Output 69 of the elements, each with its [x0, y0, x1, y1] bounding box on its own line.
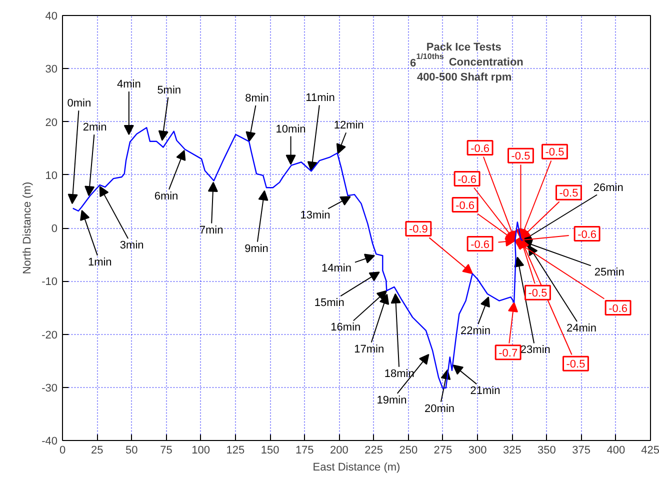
annotation: -0.5: [545, 146, 564, 159]
annotation: 11min: [306, 92, 335, 104]
annotation: -0.5: [511, 150, 530, 163]
y-tick-label: 20: [45, 116, 58, 129]
annotation: 22min: [460, 325, 490, 338]
annotation: 8min: [245, 92, 269, 104]
annotation: 26min: [593, 182, 624, 194]
annotation: 15min: [314, 297, 344, 310]
y-tick-label: -20: [42, 329, 58, 342]
x-tick-label: 225: [364, 444, 383, 456]
annotation: 9min: [244, 242, 268, 255]
x-tick-label: 275: [434, 444, 452, 456]
annotation: 7min: [199, 224, 224, 236]
annotation: -0.6: [456, 200, 475, 212]
annotation: 12min: [334, 120, 364, 132]
annotation: 24min: [566, 322, 596, 335]
x-tick-label: 0: [59, 444, 66, 456]
y-tick-label: 40: [45, 10, 58, 22]
y-tick-label: 10: [45, 170, 58, 182]
x-tick-label: 325: [502, 444, 522, 456]
x-tick-label: 100: [192, 444, 210, 456]
annotation: -0.5: [566, 358, 586, 371]
x-tick-label: 25: [90, 444, 104, 456]
x-tick-label: 300: [468, 444, 487, 456]
x-tick-label: 400: [606, 444, 626, 456]
y-axis-title: North Distance (m): [22, 182, 34, 274]
annotation: -0.6: [470, 238, 490, 251]
annotation: -0.6: [458, 174, 477, 186]
x-tick-label: 350: [538, 444, 556, 456]
annotation: 25min: [594, 266, 624, 278]
x-tick-label: 425: [641, 444, 659, 456]
y-tick-label: 0: [51, 223, 58, 235]
y-tick-label: -10: [42, 276, 58, 288]
y-tick-label: -30: [42, 382, 58, 394]
annotation: -0.5: [528, 288, 548, 300]
x-tick-label: 75: [160, 444, 172, 456]
text: Pack Ice Tests: [426, 42, 502, 54]
annotation: 21min: [470, 385, 500, 398]
annotation: 14min: [322, 262, 352, 275]
annotation: 10min: [276, 123, 306, 136]
annotation: -0.7: [498, 347, 518, 360]
annotation: 4min: [116, 78, 141, 90]
x-tick-label: 150: [260, 444, 280, 456]
annotation: -0.6: [470, 142, 490, 155]
x-tick-label: 250: [399, 444, 418, 456]
x-tick-label: 50: [126, 444, 138, 456]
annotation: 1min: [88, 256, 112, 268]
annotation: 20min: [424, 402, 455, 415]
annotation: -0.6: [578, 228, 597, 241]
annotation: 13min: [300, 210, 330, 222]
annotation: 0min: [67, 98, 92, 110]
annotation: -0.9: [408, 224, 428, 236]
annotation: 3min: [120, 240, 144, 252]
annotation: 5min: [157, 84, 182, 96]
x-axis-title: East Distance (m): [312, 462, 400, 474]
annotation: 19min: [376, 394, 407, 406]
annotation: 16min: [330, 322, 361, 334]
y-tick-label: 30: [45, 64, 58, 76]
y-tick-label: -40: [42, 436, 58, 448]
x-tick-label: 200: [330, 444, 348, 456]
annotation: 18min: [384, 368, 414, 380]
annotation: 2min: [82, 122, 107, 134]
x-tick-label: 375: [572, 444, 591, 456]
annotation: -0.5: [559, 188, 578, 200]
annotation: 17min: [354, 343, 384, 356]
x-tick-label: 125: [226, 444, 245, 456]
annotation: 6min: [154, 190, 178, 202]
x-tick-label: 175: [295, 444, 314, 456]
annotation: -0.6: [608, 302, 628, 315]
